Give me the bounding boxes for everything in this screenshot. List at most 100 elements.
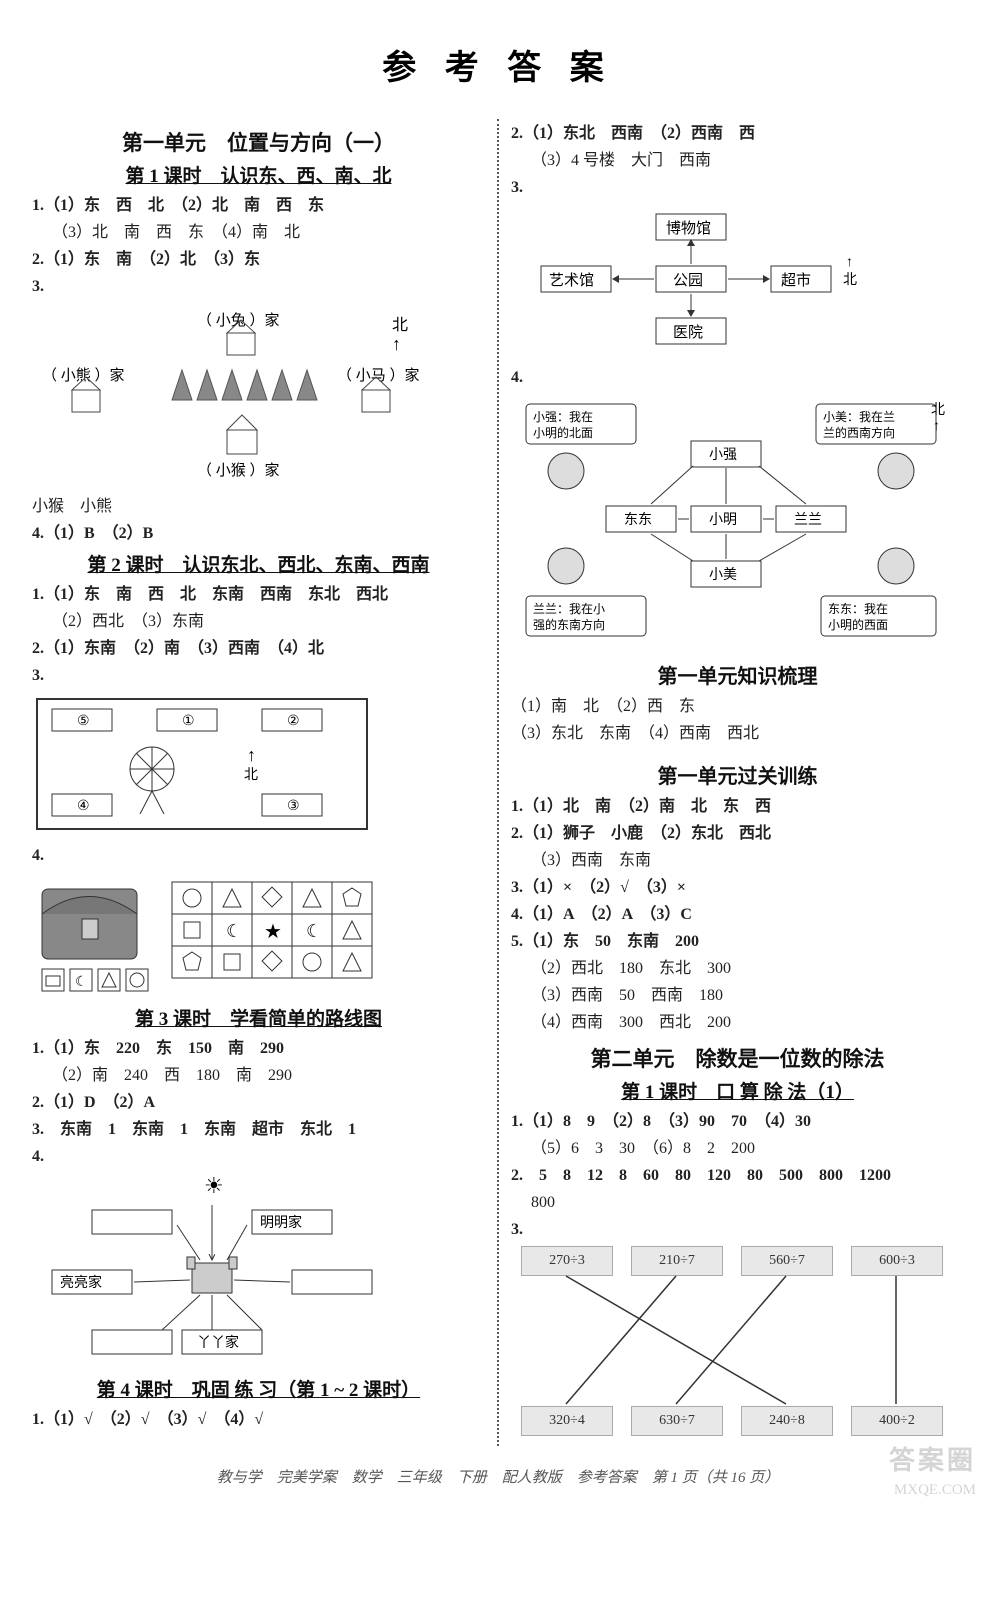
r-figure3: 博物馆 艺术馆 公园 超市 医院 ↑北 (511, 206, 964, 356)
svg-text:超市: 超市 (781, 272, 811, 289)
t-q5c: （3）西南 50 西南 180 (511, 984, 964, 1008)
u2-q1b: （5）6 3 30 （6）8 2 200 (511, 1137, 964, 1161)
svg-text:东东：我在: 东东：我在 (828, 602, 888, 616)
svg-text:☾: ☾ (226, 921, 242, 941)
sum-2: （3）东北 东南 （4）西南 西北 (511, 722, 964, 746)
l3-q1: 1.（1）东 220 东 150 南 290 (32, 1037, 485, 1061)
t-q3: 3.（1）× （2）√ （3）× (511, 876, 964, 900)
svg-text:公园: 公园 (673, 272, 703, 289)
svg-text:明明家: 明明家 (260, 1214, 302, 1231)
r-q3-num: 3. (511, 176, 964, 200)
u2-lesson1-title: 第 1 课时 口 算 除 法（1） (511, 1077, 964, 1104)
test-title: 第一单元过关训练 (511, 760, 964, 789)
unit1-title: 第一单元 位置与方向（一） (32, 127, 485, 157)
u2-q2: 2. 5 8 12 8 60 80 120 80 500 800 1200 (511, 1164, 964, 1188)
l3-q1b: （2）南 240 西 180 南 290 (32, 1064, 485, 1088)
lesson1-title: 第 1 课时 认识东、西、南、北 (32, 161, 485, 188)
lesson2-title: 第 2 课时 认识东北、西北、东南、西南 (32, 550, 485, 577)
l2-figure-shapes: ☾ ★ ☾ ☾ (32, 874, 485, 994)
svg-text:☾: ☾ (306, 921, 322, 941)
svg-text:艺术馆: 艺术馆 (549, 272, 594, 289)
svg-text:北: 北 (392, 316, 408, 334)
l1-q1a: 1.（1）东 西 北 （2）北 南 西 东 (32, 194, 485, 218)
l1-below: 小猴 小熊 (32, 495, 485, 519)
svg-text:↑: ↑ (392, 334, 401, 354)
unit2-title: 第二单元 除数是一位数的除法 (511, 1043, 964, 1073)
svg-text:④: ④ (77, 799, 90, 814)
l2-q3-num: 3. (32, 664, 485, 688)
t-q5b: （2）西北 180 东北 300 (511, 957, 964, 981)
svg-text:兰兰：我在小: 兰兰：我在小 (533, 602, 605, 616)
svg-text:小明的北面: 小明的北面 (533, 425, 593, 440)
l1-q1b: （3）北 南 西 东 （4）南 北 (32, 221, 485, 245)
left-column: 第一单元 位置与方向（一） 第 1 课时 认识东、西、南、北 1.（1）东 西 … (20, 119, 499, 1446)
svg-text:☾: ☾ (75, 975, 88, 990)
t-q2: 2.（1）狮子 小鹿 （2）东北 西北 (511, 822, 964, 846)
svg-text:亮亮家: 亮亮家 (60, 1274, 102, 1291)
l1-q4: 4.（1）B （2）B (32, 522, 485, 546)
t-q2b: （3）西南 东南 (511, 849, 964, 873)
t-q5d: （4）西南 300 西北 200 (511, 1011, 964, 1035)
r-q4-num: 4. (511, 366, 964, 390)
watermark-1: 答案圈 (889, 1440, 976, 1477)
page-title: 参 考 答 案 (20, 40, 976, 89)
summary-title: 第一单元知识梳理 (511, 660, 964, 689)
svg-text:（ 小马 ）家: （ 小马 ）家 (337, 367, 420, 384)
svg-text:（ 小兔 ）家: （ 小兔 ）家 (197, 312, 280, 329)
u2-q1: 1.（1）8 9 （2）8 （3）90 70 （4）30 (511, 1110, 964, 1134)
t-q4: 4.（1）A （2）A （3）C (511, 903, 964, 927)
svg-text:东东: 东东 (624, 512, 652, 528)
svg-text:北: 北 (843, 272, 857, 288)
u2-q3-num: 3. (511, 1218, 964, 1242)
l2-q1: 1.（1）东 南 西 北 东南 西南 东北 西北 (32, 583, 485, 607)
svg-text:北: 北 (244, 767, 258, 783)
svg-text:③: ③ (287, 799, 300, 814)
lesson3-title: 第 3 课时 学看简单的路线图 (32, 1004, 485, 1031)
svg-text:★: ★ (264, 921, 282, 943)
speech-tl: 小强：我在 (533, 410, 593, 424)
r-q2b: （3）4 号楼 大门 西南 (511, 149, 964, 173)
l4-q1: 1.（1）√ （2）√ （3）√ （4）√ (32, 1408, 485, 1432)
l3-q4-num: 4. (32, 1145, 485, 1169)
svg-text:☀: ☀ (204, 1175, 224, 1198)
svg-text:小明: 小明 (709, 512, 737, 528)
svg-text:北: 北 (931, 402, 945, 418)
l2-q1b: （2）西北 （3）东南 (32, 610, 485, 634)
l3-figure: ☀ 明明家 亮亮家 丫丫家 (32, 1175, 485, 1365)
r-figure4: 小强：我在小明的北面 小美：我在兰兰的西南方向 兰兰：我在小强的东南方向 东东：… (511, 396, 964, 646)
svg-text:小美: 小美 (709, 567, 737, 583)
l1-q2: 2.（1）东 南 （2）北 （3）东 (32, 248, 485, 272)
svg-text:①: ① (182, 714, 195, 729)
svg-text:（ 小猴 ）家: （ 小猴 ）家 (197, 462, 280, 479)
l1-figure: 北 ↑ （ 小兔 ）家 （ 小熊 ）家 （ 小马 ）家 (32, 305, 485, 485)
svg-text:小强: 小强 (709, 447, 737, 463)
right-column: 2.（1）东北 西南 （2）西南 西 （3）4 号楼 大门 西南 3. 博物馆 … (499, 119, 976, 1446)
t-q1: 1.（1）北 南 （2）南 北 东 西 (511, 795, 964, 819)
l1-q3-num: 3. (32, 275, 485, 299)
svg-text:小美：我在兰: 小美：我在兰 (823, 410, 895, 424)
lesson4-title: 第 4 课时 巩固 练 习（第 1 ~ 2 课时） (32, 1375, 485, 1402)
svg-text:博物馆: 博物馆 (666, 220, 711, 237)
two-column-layout: 第一单元 位置与方向（一） 第 1 课时 认识东、西、南、北 1.（1）东 西 … (20, 119, 976, 1446)
sum-1: （1）南 北 （2）西 东 (511, 695, 964, 719)
svg-text:（ 小熊 ）家: （ 小熊 ）家 (42, 367, 125, 384)
svg-text:小明的西面: 小明的西面 (828, 617, 888, 632)
svg-text:⑤: ⑤ (77, 714, 90, 729)
svg-text:↑: ↑ (933, 419, 940, 434)
page-footer: 教与学 完美学案 数学 三年级 下册 配人教版 参考答案 第 1 页（共 16 … (20, 1466, 976, 1487)
watermark-2: MXQE.COM (894, 1482, 976, 1499)
u2-q2b: 800 (511, 1191, 964, 1215)
l2-q4-num: 4. (32, 844, 485, 868)
svg-text:②: ② (287, 714, 300, 729)
l3-q2: 2.（1）D （2）A (32, 1091, 485, 1115)
svg-text:↑: ↑ (247, 745, 256, 765)
svg-text:丫丫家: 丫丫家 (197, 1334, 239, 1351)
r-q2: 2.（1）东北 西南 （2）西南 西 (511, 122, 964, 146)
svg-text:医院: 医院 (673, 323, 703, 341)
l2-figure: ⑤ ① ② ④ ③ ↑ 北 (32, 694, 485, 834)
matching-figure: 270÷3 210÷7 560÷7 600÷3 320÷4 630÷7 240÷… (511, 1246, 964, 1446)
matching-lines-svg (511, 1246, 951, 1446)
l2-q2: 2.（1）东南 （2）南 （3）西南 （4）北 (32, 637, 485, 661)
svg-text:强的东南方向: 强的东南方向 (533, 617, 605, 632)
t-q5: 5.（1）东 50 东南 200 (511, 930, 964, 954)
